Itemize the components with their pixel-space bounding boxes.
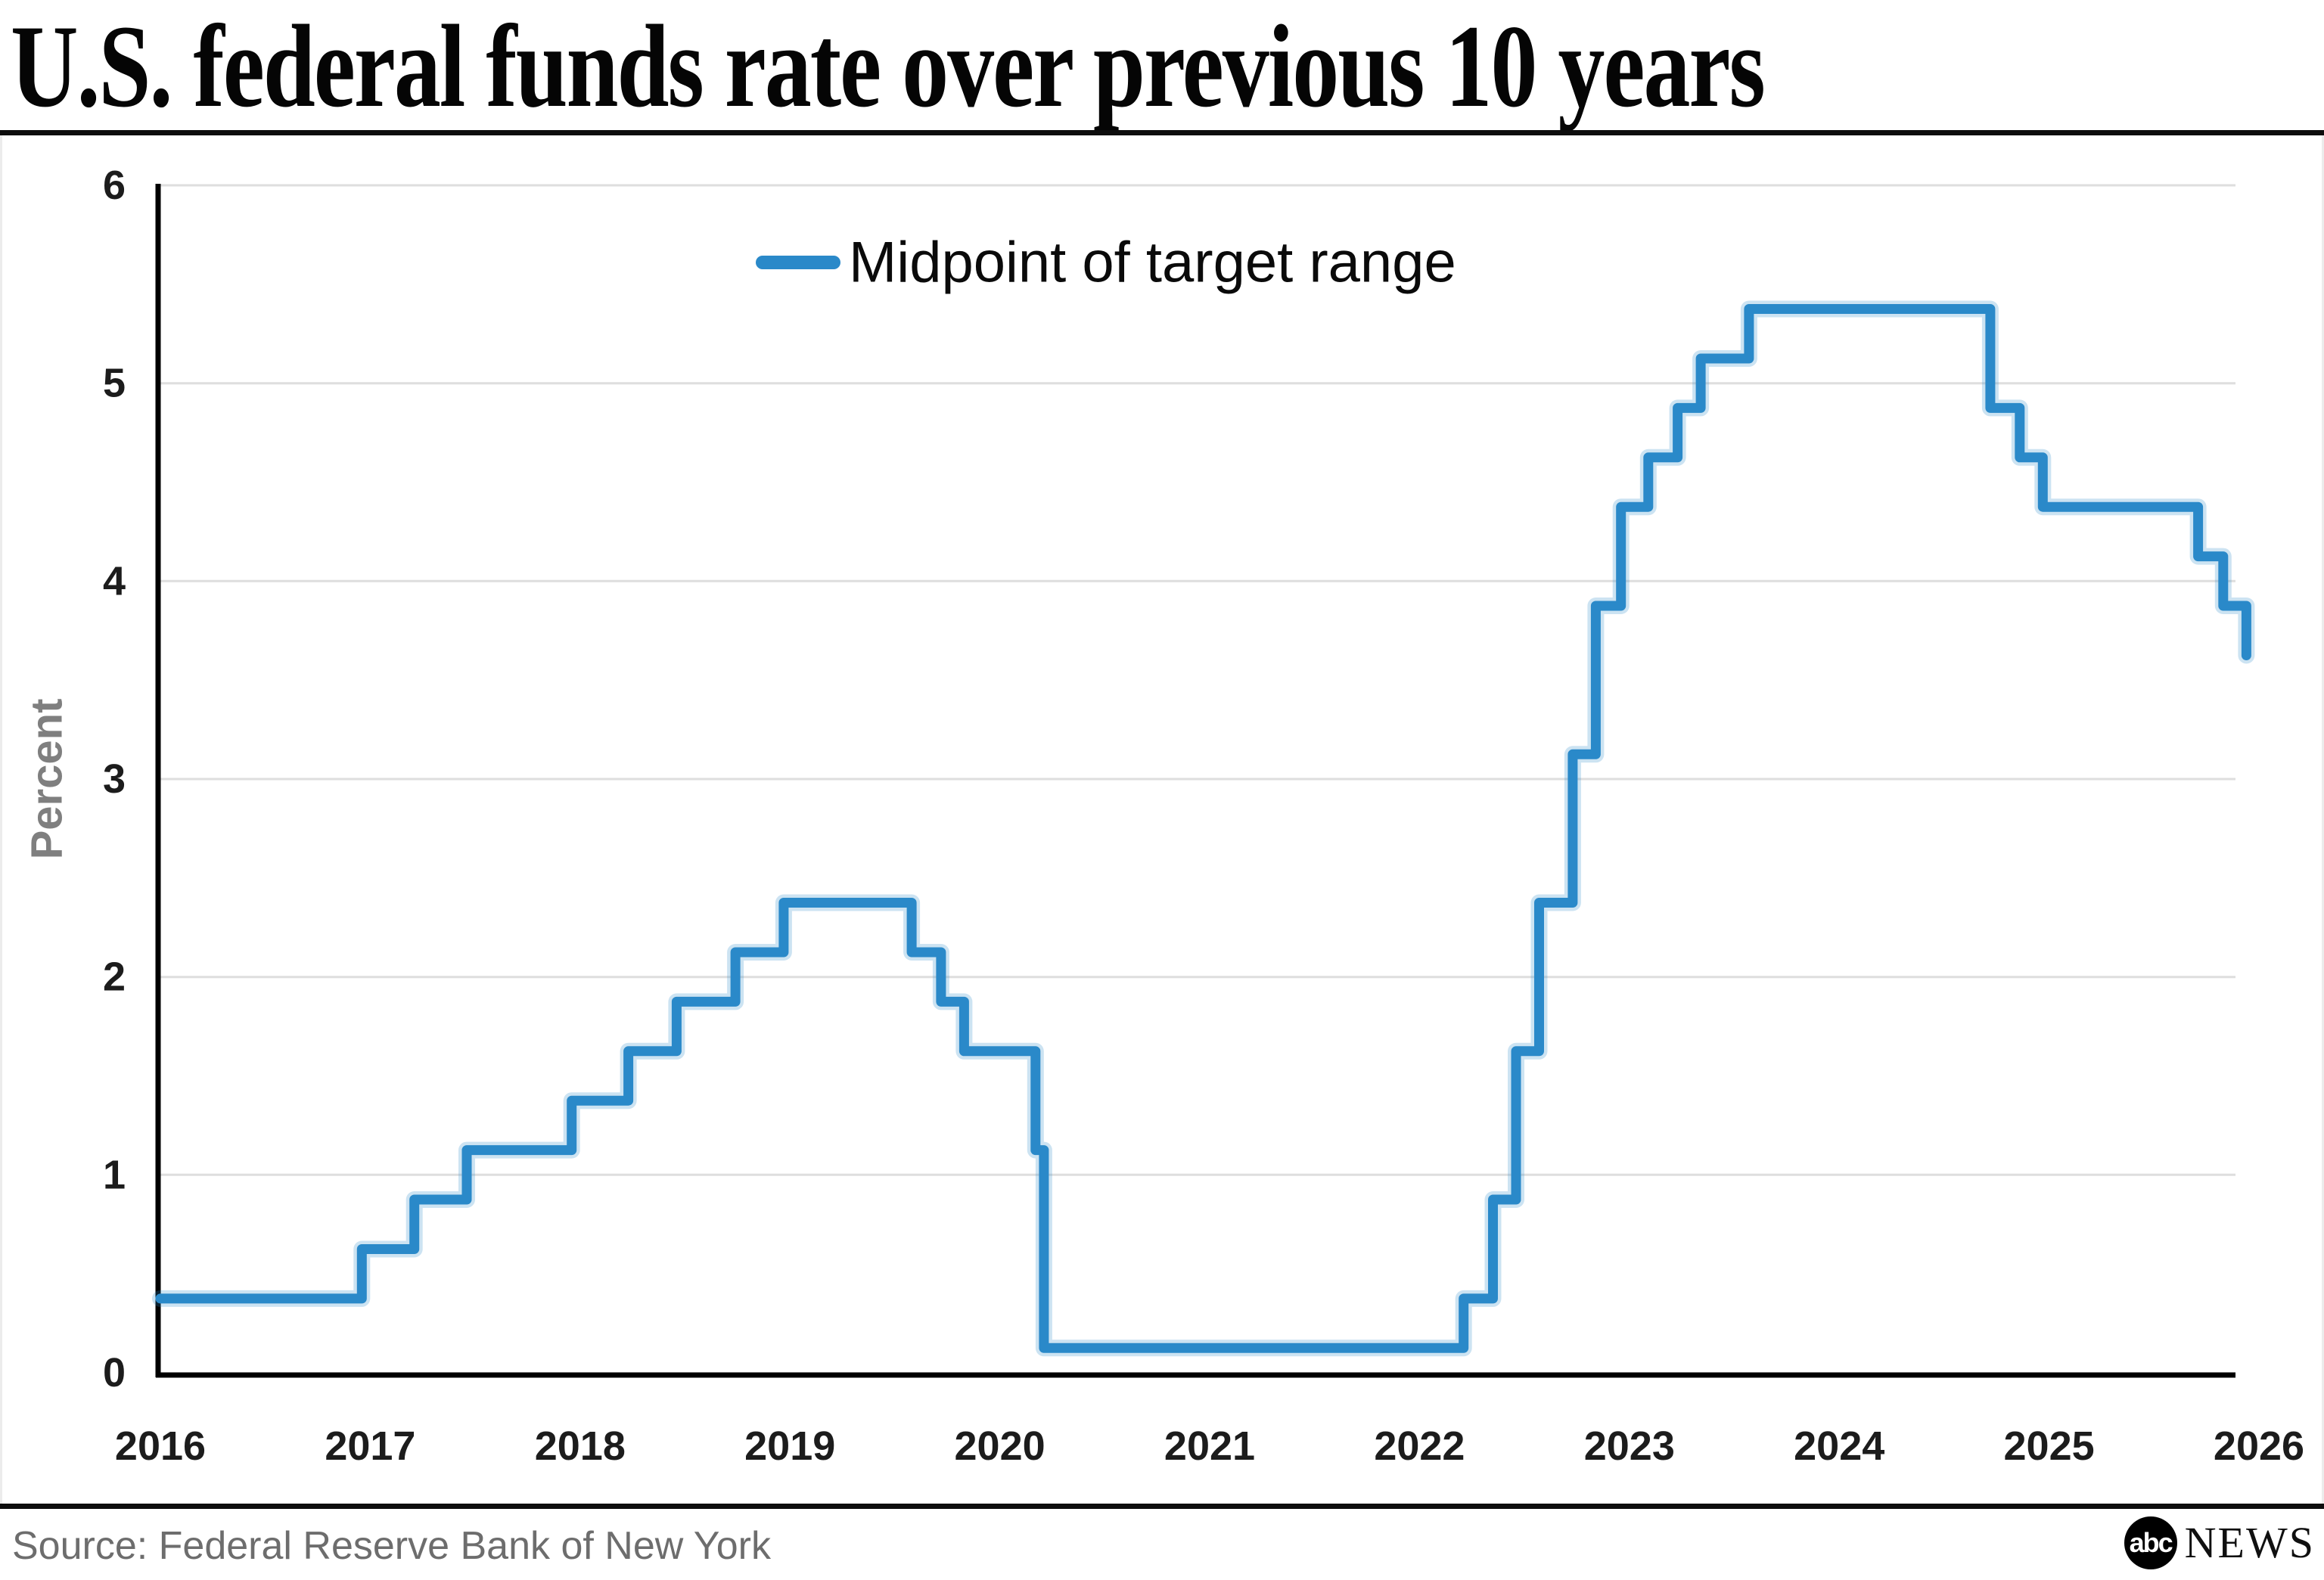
source-note: Source: Federal Reserve Bank of New York	[12, 1524, 771, 1568]
abc-news-logo: abc NEWS	[2124, 1516, 2315, 1570]
footer-divider	[0, 1504, 2324, 1509]
abc-news-wordmark: NEWS	[2184, 1518, 2315, 1567]
abc-logo-icon: abc	[2124, 1516, 2177, 1569]
header-divider	[0, 130, 2324, 135]
abc-logo-text: abc	[2129, 1527, 2173, 1558]
chart-section	[0, 135, 2324, 1504]
page-title: U.S. federal funds rate over previous 10…	[11, 1, 1766, 132]
